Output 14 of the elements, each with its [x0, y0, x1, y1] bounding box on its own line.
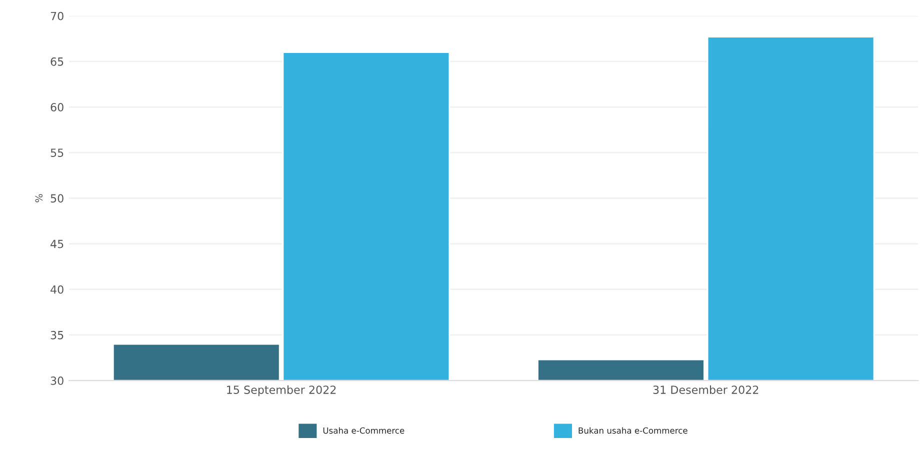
y-tick-label: 55: [50, 148, 64, 157]
y-tick-label: 65: [50, 57, 64, 66]
y-tick-label: 45: [50, 240, 64, 248]
legend-label: Bukan usaha e-Commerce: [578, 427, 688, 434]
legend-label: Usaha e-Commerce: [323, 427, 404, 434]
y-axis-title: %: [35, 194, 43, 202]
y-tick-label: 35: [50, 330, 64, 340]
y-tick-label: 70: [50, 12, 64, 20]
y-tick-label: 40: [50, 285, 64, 294]
y-tick-label: 50: [50, 194, 64, 203]
y-tick-label: 60: [50, 102, 64, 112]
y-tick-label: 30: [50, 376, 64, 385]
x-tick-label: 15 September 2022: [227, 385, 336, 396]
x-tick-label: 31 Desember 2022: [653, 385, 758, 394]
